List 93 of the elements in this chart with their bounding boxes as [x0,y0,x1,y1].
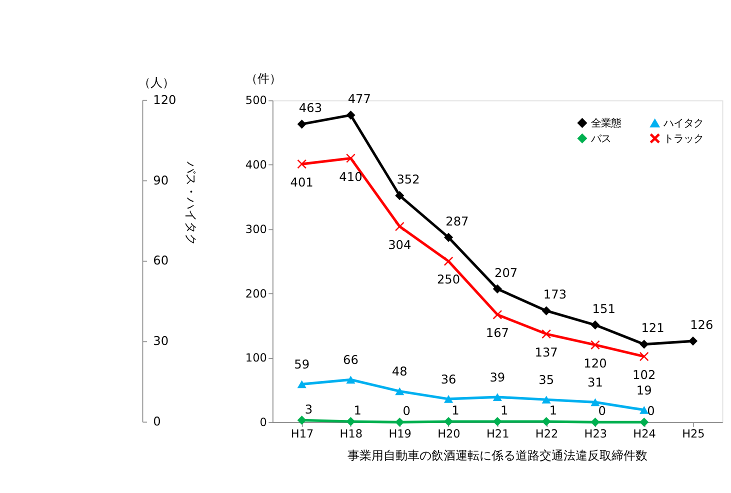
y-tick-label: 100 [245,352,267,365]
text: 120 [153,92,176,107]
data-label: 126 [690,318,714,332]
point [395,387,404,396]
point [640,340,649,349]
y-tick-label: 400 [245,158,267,172]
data-label: 410 [339,170,362,184]
legend-label: トラック [664,132,704,145]
point [590,320,600,330]
data-label: 207 [494,266,518,280]
legend-label: バス [590,132,611,145]
point [444,256,454,266]
data-label: 121 [641,321,664,336]
data-label: 31 [588,376,603,390]
point [297,416,306,425]
point [492,310,502,320]
point [395,418,404,427]
point [395,222,404,232]
text: 90 [153,173,169,188]
point [542,329,551,339]
x-tick-label: H19 [388,427,412,440]
data-label: 0 [598,404,606,418]
point [590,398,600,406]
x-tick-label: H24 [633,427,656,440]
point [640,406,649,414]
data-label: 39 [490,370,506,384]
text: 0 [153,414,161,429]
text: 60 [153,254,169,268]
point [444,232,454,242]
x-tick-label: H20 [438,427,460,440]
data-label: 0 [647,404,655,418]
y-tick-label: 0 [260,416,267,430]
point [297,160,306,169]
point [590,340,600,350]
x-tick-label: H17 [290,427,314,440]
data-label: 151 [592,302,616,316]
data-label: 137 [534,345,558,360]
point [640,418,649,427]
y-tick-label: 300 [245,222,267,236]
data-label: 1 [549,404,558,418]
point [444,395,454,403]
data-label: 48 [392,364,408,379]
data-label: 0 [402,404,410,418]
point [492,284,502,294]
data-label: 19 [636,383,652,398]
data-label: 120 [584,356,607,370]
point [542,306,551,316]
y-tick-label: 500 [245,94,267,108]
text: 30 [153,334,169,348]
point [297,120,306,129]
point [590,418,600,427]
point [640,352,649,362]
data-label: 304 [388,238,412,252]
point [395,191,404,200]
data-label: 477 [348,92,371,106]
data-label: 173 [543,288,567,302]
data-label: 66 [343,353,358,368]
x-tick-label: H21 [486,427,510,440]
data-label: 102 [632,368,656,382]
x-tick-label: H18 [340,427,363,440]
point [444,416,454,426]
x-tick-label: H23 [584,427,608,440]
data-label: 3 [304,402,313,416]
x-tick-label: H25 [682,427,705,440]
data-label: 59 [294,358,310,372]
data-label: 463 [298,101,322,116]
point [346,416,356,426]
y-tick-label: 200 [245,287,267,300]
point [346,376,356,384]
data-label: 250 [436,272,460,287]
text: （人） [138,76,174,90]
data-label: 401 [290,176,314,190]
text: 事業用自動車の飲酒運転に係る道路交通法違反取締件数 [347,448,648,462]
text: バス・ハイタク [184,160,198,246]
data-label: 352 [396,172,420,186]
point [492,393,502,401]
point [542,416,551,426]
y-axis-title: （件） [246,72,282,86]
point [492,416,502,426]
point [346,110,356,120]
data-label: 287 [446,214,469,228]
legend-label: ハイタク [662,118,704,130]
data-label: 35 [538,373,554,388]
x-tick-label: H22 [535,427,558,440]
point [542,396,551,404]
data-label: 1 [500,404,508,418]
data-label: 1 [354,404,362,418]
legend-label: 全業態 [590,117,621,130]
data-label: 167 [486,326,509,340]
point [688,336,698,346]
data-label: 36 [440,372,456,386]
data-label: 1 [452,404,460,418]
point [297,380,306,388]
